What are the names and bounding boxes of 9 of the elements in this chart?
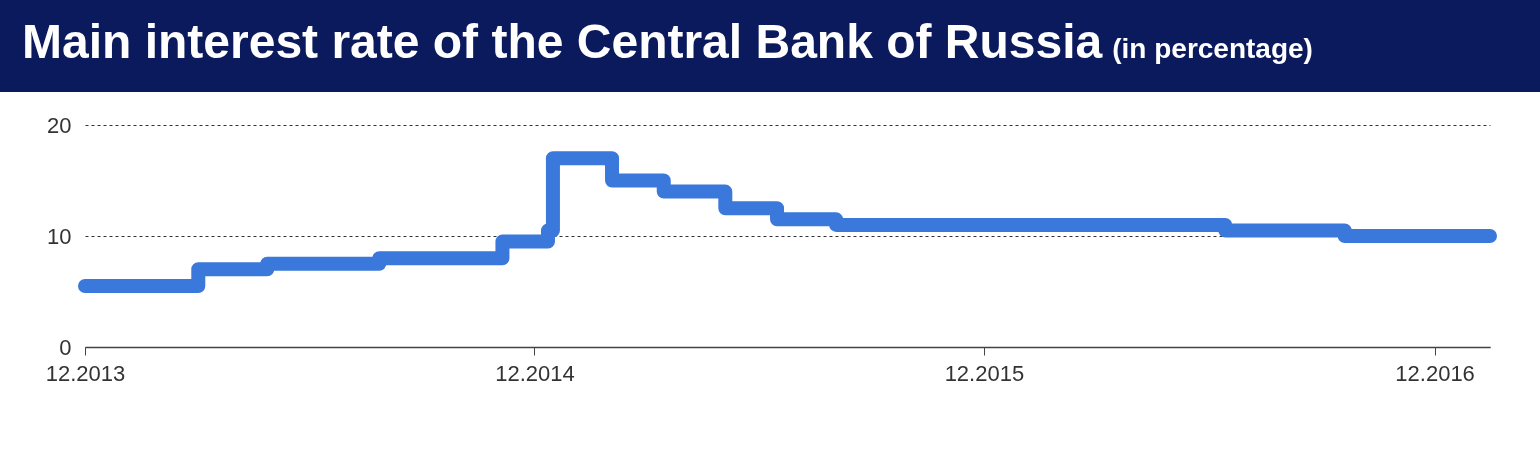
y-tick-label: 10 [47, 223, 72, 249]
x-tick-label: 12.2014 [495, 360, 575, 386]
chart-title: Main interest rate of the Central Bank of Russia [22, 15, 1103, 68]
y-tick-label: 0 [59, 334, 72, 360]
x-tick-label: 12.2013 [45, 360, 126, 386]
chart-subtitle: (in percentage) [1112, 33, 1313, 64]
x-tick-label: 12.2016 [1395, 360, 1475, 386]
x-tick-label: 12.2015 [944, 360, 1025, 386]
y-tick-label: 20 [47, 112, 72, 138]
